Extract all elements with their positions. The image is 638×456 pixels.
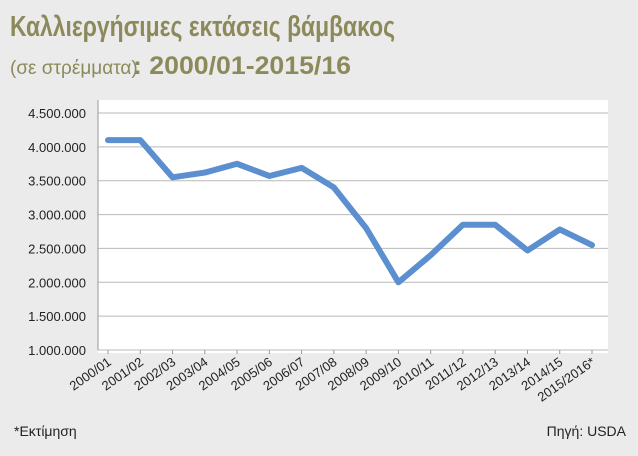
y-tick-label: 3.000.000 [28, 208, 86, 223]
chart-title: Καλλιεργήσιμες εκτάσεις βάμβακος [10, 11, 395, 43]
y-tick-label: 2.500.000 [28, 241, 86, 256]
footnote: *Εκτίμηση [14, 423, 77, 439]
chart-subtitle: (σε στρέμματα) [10, 58, 138, 79]
chart-period: : 2000/01-2015/16 [133, 52, 351, 80]
plot-area [98, 100, 608, 353]
y-tick-label: 2.000.000 [28, 275, 86, 290]
y-tick-label: 4.000.000 [28, 140, 86, 155]
y-tick-label: 3.500.000 [28, 174, 86, 189]
y-tick-label: 1.500.000 [28, 309, 86, 324]
y-tick-label: 1.000.000 [28, 343, 86, 358]
data-line [105, 137, 595, 286]
y-tick-label: 4.500.000 [28, 106, 86, 121]
source: Πηγή: USDA [547, 423, 627, 439]
